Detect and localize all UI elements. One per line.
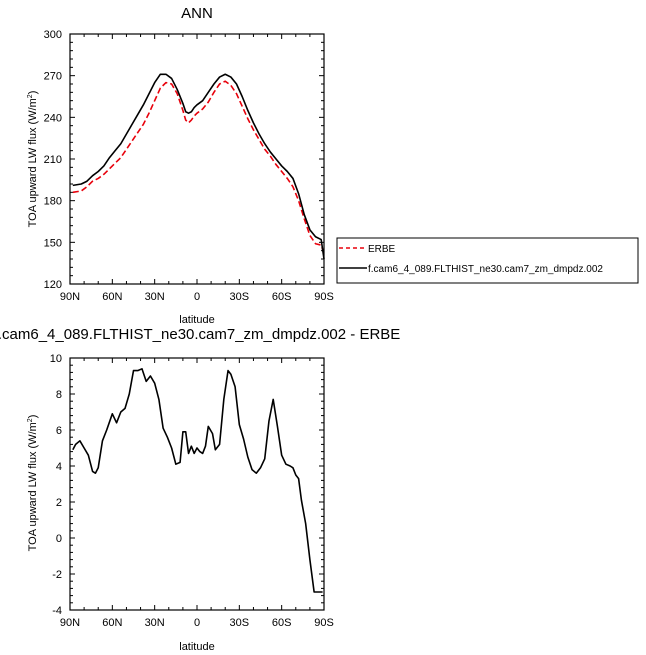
bottom-y-tick-label-1: -2 [52, 569, 62, 581]
bottom-y-tick-label-5: 6 [56, 425, 62, 437]
legend-label-erbe: ERBE [368, 244, 396, 255]
legend-label-model: f.cam6_4_089.FLTHIST_ne30.cam7_zm_dmpdz.… [368, 264, 603, 275]
legend-box [336, 237, 639, 284]
bottom-x-tick-label-0: 90N [60, 617, 80, 629]
bottom-chart-plot-frame [69, 357, 325, 611]
bottom-chart-series [72, 368, 323, 593]
top-x-tick-label-4: 30S [230, 291, 250, 303]
bottom-x-tick-label-3: 0 [194, 617, 200, 629]
bottom-y-tick-label-2: 0 [56, 533, 62, 545]
top-chart-ylabel: TOA upward LW flux (W/m2) [27, 91, 39, 228]
top-chart-plot-frame [69, 33, 325, 285]
top-y-tick-label-6: 300 [44, 29, 62, 41]
top-y-tick-label-2: 180 [44, 196, 62, 208]
bottom-y-tick-label-4: 4 [56, 461, 62, 473]
top-chart-title: ANN [181, 5, 213, 22]
bottom-chart-title: f.cam6_4_089.FLTHIST_ne30.cam7_zm_dmpdz.… [0, 326, 400, 343]
bottom-y-tick-label-7: 10 [50, 353, 62, 365]
bottom-y-tick-label-6: 8 [56, 389, 62, 401]
top-chart-tick-labels: 90N 60N 30N 0 30S 60S 90S 120 150 180 210 240 270 300 [44, 29, 334, 303]
top-chart-series [72, 73, 325, 260]
top-x-tick-label-5: 60S [272, 291, 292, 303]
bottom-x-tick-label-4: 30S [230, 617, 250, 629]
top-x-tick-label-6: 90S [314, 291, 334, 303]
top-x-tick-label-1: 60N [102, 291, 122, 303]
top-x-tick-label-3: 0 [194, 291, 200, 303]
bottom-x-tick-label-5: 60S [272, 617, 292, 629]
bottom-x-tick-label-2: 30N [145, 617, 165, 629]
bottom-x-tick-label-1: 60N [102, 617, 122, 629]
top-chart-xlabel: latitude [179, 314, 214, 326]
bottom-chart-ylabel: TOA upward LW flux (W/m2) [27, 415, 39, 552]
top-y-tick-label-4: 240 [44, 112, 62, 124]
bottom-y-tick-label-0: -4 [52, 605, 62, 617]
bottom-chart-panel: f.cam6_4_089.FLTHIST_ne30.cam7_zm_dmpdz.… [0, 326, 400, 653]
bottom-series-line-0 [72, 368, 323, 593]
bottom-y-tick-label-3: 2 [56, 497, 62, 509]
top-y-tick-label-5: 270 [44, 71, 62, 83]
top-y-tick-label-0: 120 [44, 279, 62, 291]
bottom-chart-tick-labels: 90N 60N 30N 0 30S 60S 90S -4 -2 0 2 4 6 8 10 [50, 353, 334, 629]
top-y-tick-label-3: 210 [44, 154, 62, 166]
top-series-line-1 [72, 73, 325, 260]
bottom-chart-xlabel: latitude [179, 641, 214, 653]
top-chart-panel: ANN TOA upward LW flux (W/m2) latitude 9… [27, 5, 334, 326]
top-y-tick-label-1: 150 [44, 237, 62, 249]
bottom-chart-ticks [69, 357, 325, 611]
top-chart-legend: ERBE f.cam6_4_089.FLTHIST_ne30.cam7_zm_d… [336, 237, 639, 284]
top-series-line-0 [72, 80, 325, 254]
bottom-x-tick-label-6: 90S [314, 617, 334, 629]
top-x-tick-label-0: 90N [60, 291, 80, 303]
top-x-tick-label-2: 30N [145, 291, 165, 303]
